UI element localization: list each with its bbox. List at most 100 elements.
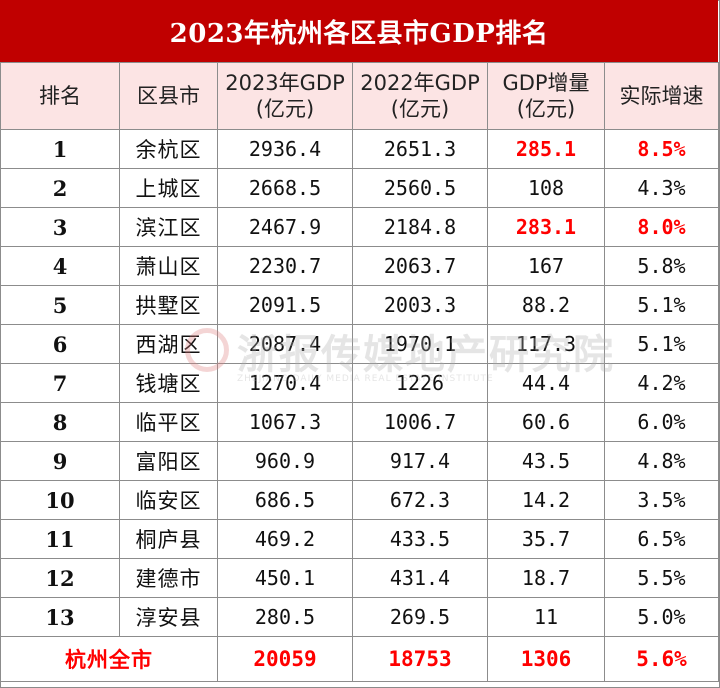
district-cell: 富阳区 [119, 441, 218, 481]
header-gdp-2023: 2023年GDP (亿元) [217, 62, 353, 130]
growth-cell: 8.0% [604, 207, 719, 247]
increase-cell: 14.2 [487, 480, 605, 520]
gdp-2022-cell: 2651.3 [352, 129, 488, 169]
gdp-2023-cell: 280.5 [217, 597, 353, 637]
header-row: 排名 区县市 2023年GDP (亿元) 2022年GDP (亿元) GDP增量 (亿… [0, 62, 719, 130]
table-row: 1 余杭区 2936.4 2651.3 285.1 8.5% [0, 129, 719, 169]
growth-cell: 5.5% [604, 558, 719, 598]
table-row: 4 萧山区 2230.7 2063.7 167 5.8% [0, 246, 719, 286]
rank-cell: 13 [0, 597, 120, 637]
rank-cell: 6 [0, 324, 120, 364]
growth-cell: 6.5% [604, 519, 719, 559]
gdp-2023-cell: 469.2 [217, 519, 353, 559]
gdp-2022-cell: 2003.3 [352, 285, 488, 325]
rank-cell: 12 [0, 558, 120, 598]
gdp-ranking-table: 排名 区县市 2023年GDP (亿元) 2022年GDP (亿元) GDP增量 (亿… [0, 62, 719, 682]
table-row: 9 富阳区 960.9 917.4 43.5 4.8% [0, 441, 719, 481]
rank-cell: 4 [0, 246, 120, 286]
increase-cell: 44.4 [487, 363, 605, 403]
header-growth-rate: 实际增速 [604, 62, 719, 130]
growth-cell: 4.2% [604, 363, 719, 403]
table-row: 12 建德市 450.1 431.4 18.7 5.5% [0, 558, 719, 598]
gdp-2023-cell: 960.9 [217, 441, 353, 481]
gdp-2022-cell: 2560.5 [352, 168, 488, 208]
gdp-2022-cell: 1970.1 [352, 324, 488, 364]
gdp-2022-cell: 2063.7 [352, 246, 488, 286]
district-cell: 钱塘区 [119, 363, 218, 403]
growth-cell: 4.8% [604, 441, 719, 481]
district-cell: 临安区 [119, 480, 218, 520]
table-title: 2023年杭州各区县市GDP排名 [0, 0, 718, 62]
increase-cell: 167 [487, 246, 605, 286]
gdp-2022-cell: 2184.8 [352, 207, 488, 247]
table-row: 5 拱墅区 2091.5 2003.3 88.2 5.1% [0, 285, 719, 325]
gdp-2022-cell: 672.3 [352, 480, 488, 520]
district-cell: 临平区 [119, 402, 218, 442]
growth-cell: 3.5% [604, 480, 719, 520]
district-cell: 上城区 [119, 168, 218, 208]
rank-cell: 3 [0, 207, 120, 247]
increase-cell: 88.2 [487, 285, 605, 325]
total-growth-cell: 5.6% [604, 636, 719, 682]
district-cell: 萧山区 [119, 246, 218, 286]
increase-cell: 108 [487, 168, 605, 208]
increase-cell: 283.1 [487, 207, 605, 247]
district-cell: 拱墅区 [119, 285, 218, 325]
increase-cell: 11 [487, 597, 605, 637]
gdp-2023-cell: 2087.4 [217, 324, 353, 364]
header-gdp-increase: GDP增量 (亿元) [487, 62, 605, 130]
gdp-2023-cell: 686.5 [217, 480, 353, 520]
gdp-2023-cell: 1270.4 [217, 363, 353, 403]
growth-cell: 5.8% [604, 246, 719, 286]
table-row: 6 西湖区 2087.4 1970.1 117.3 5.1% [0, 324, 719, 364]
increase-cell: 18.7 [487, 558, 605, 598]
district-cell: 桐庐县 [119, 519, 218, 559]
gdp-2022-cell: 1006.7 [352, 402, 488, 442]
total-increase-cell: 1306 [487, 636, 605, 682]
gdp-2023-cell: 450.1 [217, 558, 353, 598]
gdp-2023-cell: 2668.5 [217, 168, 353, 208]
district-cell: 西湖区 [119, 324, 218, 364]
growth-cell: 5.1% [604, 285, 719, 325]
table-row: 11 桐庐县 469.2 433.5 35.7 6.5% [0, 519, 719, 559]
table-row: 2 上城区 2668.5 2560.5 108 4.3% [0, 168, 719, 208]
increase-cell: 285.1 [487, 129, 605, 169]
gdp-2023-cell: 2230.7 [217, 246, 353, 286]
increase-cell: 43.5 [487, 441, 605, 481]
gdp-2022-cell: 433.5 [352, 519, 488, 559]
growth-cell: 5.0% [604, 597, 719, 637]
gdp-2023-cell: 2936.4 [217, 129, 353, 169]
rank-cell: 11 [0, 519, 120, 559]
district-cell: 淳安县 [119, 597, 218, 637]
rank-cell: 8 [0, 402, 120, 442]
rank-cell: 10 [0, 480, 120, 520]
district-cell: 余杭区 [119, 129, 218, 169]
header-rank: 排名 [0, 62, 120, 130]
header-district: 区县市 [119, 62, 218, 130]
gdp-2023-cell: 2091.5 [217, 285, 353, 325]
gdp-2023-cell: 2467.9 [217, 207, 353, 247]
gdp-2022-cell: 1226 [352, 363, 488, 403]
increase-cell: 117.3 [487, 324, 605, 364]
increase-cell: 35.7 [487, 519, 605, 559]
table-row: 13 淳安县 280.5 269.5 11 5.0% [0, 597, 719, 637]
table-row: 7 钱塘区 1270.4 1226 44.4 4.2% [0, 363, 719, 403]
district-cell: 滨江区 [119, 207, 218, 247]
rank-cell: 7 [0, 363, 120, 403]
growth-cell: 4.3% [604, 168, 719, 208]
rank-cell: 2 [0, 168, 120, 208]
table-row: 8 临平区 1067.3 1006.7 60.6 6.0% [0, 402, 719, 442]
rank-cell: 1 [0, 129, 120, 169]
district-cell: 建德市 [119, 558, 218, 598]
increase-cell: 60.6 [487, 402, 605, 442]
total-row: 杭州全市 20059 18753 1306 5.6% [0, 636, 719, 682]
gdp-2022-cell: 917.4 [352, 441, 488, 481]
gdp-2022-cell: 269.5 [352, 597, 488, 637]
gdp-2023-cell: 1067.3 [217, 402, 353, 442]
table-row: 10 临安区 686.5 672.3 14.2 3.5% [0, 480, 719, 520]
total-gdp-2023-cell: 20059 [217, 636, 353, 682]
header-gdp-2022: 2022年GDP (亿元) [352, 62, 488, 130]
total-label-cell: 杭州全市 [0, 636, 218, 682]
rank-cell: 9 [0, 441, 120, 481]
table-row: 3 滨江区 2467.9 2184.8 283.1 8.0% [0, 207, 719, 247]
